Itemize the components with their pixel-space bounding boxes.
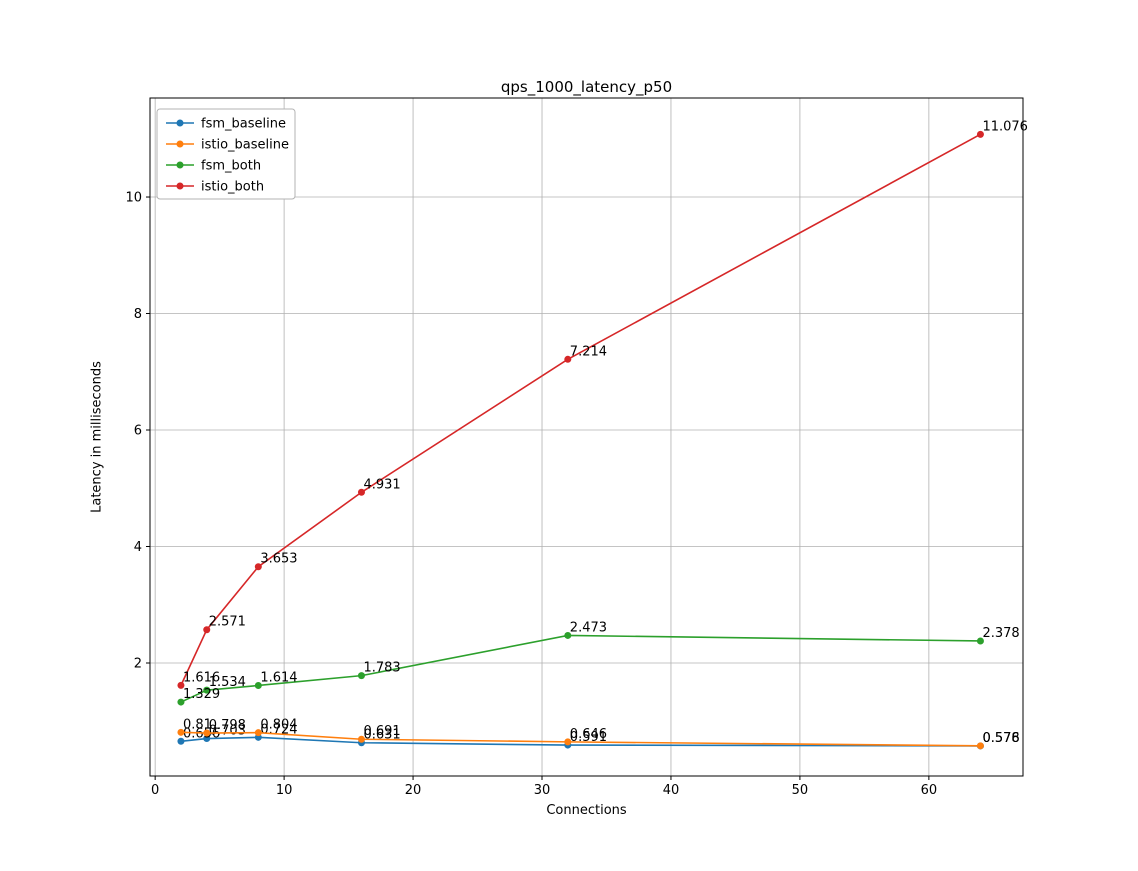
data-point-istio_baseline <box>976 742 984 750</box>
data-label-istio_both: 7.214 <box>570 344 607 359</box>
data-point-istio_both <box>177 681 185 689</box>
data-label-fsm_both: 2.473 <box>570 620 607 635</box>
data-label-istio_baseline: 0.691 <box>363 724 400 739</box>
series-line-fsm_both <box>180 634 981 703</box>
legend-marker-istio_baseline <box>176 140 184 148</box>
x-axis-label: Connections <box>546 803 627 818</box>
data-point-istio_both <box>357 488 365 496</box>
data-point-fsm_both <box>254 681 262 689</box>
data-point-fsm_both <box>564 631 572 639</box>
legend: fsm_baseline istio_baseline fsm_both istio_… <box>156 108 296 200</box>
plot-border <box>149 97 1024 777</box>
data-label-istio_baseline: 0.81 <box>183 717 212 732</box>
data-label-istio_both: 1.616 <box>183 670 220 685</box>
y-tick-label: 6 <box>134 424 142 439</box>
x-tick-label: 20 <box>405 783 422 798</box>
data-label-fsm_baseline: 0.656 <box>183 726 220 741</box>
y-tick-label: 4 <box>134 540 142 555</box>
data-point-fsm_both <box>177 698 185 706</box>
x-tick-label: 60 <box>921 783 938 798</box>
data-point-istio_both <box>203 626 211 634</box>
data-point-istio_baseline <box>254 729 262 737</box>
series-line-istio_both <box>180 133 981 686</box>
y-tick-label: 8 <box>134 307 142 322</box>
data-point-istio_both <box>976 130 984 138</box>
x-tick-label: 30 <box>534 783 551 798</box>
legend-label-istio_baseline: istio_baseline <box>201 138 289 153</box>
data-label-fsm_both: 2.378 <box>982 626 1019 641</box>
chart-title: qps_1000_latency_p50 <box>500 78 673 96</box>
data-point-fsm_both <box>357 672 365 680</box>
data-label-istio_both: 11.076 <box>982 119 1027 134</box>
legend-label-istio_both: istio_both <box>201 180 264 195</box>
legend-label-fsm_baseline: fsm_baseline <box>201 117 286 132</box>
data-label-fsm_both: 1.534 <box>209 675 246 690</box>
legend-marker-istio_both <box>176 182 184 190</box>
data-point-fsm_both <box>203 686 211 694</box>
series-line-istio_baseline <box>180 731 981 747</box>
data-label-fsm_both: 1.329 <box>183 687 220 702</box>
data-point-fsm_baseline <box>177 737 185 745</box>
data-point-istio_both <box>254 563 262 571</box>
data-point-istio_baseline <box>177 728 185 736</box>
legend-marker-fsm_baseline <box>176 119 184 127</box>
x-tick-label: 10 <box>276 783 293 798</box>
x-tick-label: 50 <box>792 783 809 798</box>
data-label-fsm_both: 1.614 <box>260 670 297 685</box>
data-label-istio_baseline: 0.646 <box>570 727 607 742</box>
series-line-fsm_baseline <box>180 736 981 747</box>
data-point-istio_both <box>564 355 572 363</box>
y-tick-label: 2 <box>134 657 142 672</box>
data-label-fsm_baseline: 0.703 <box>209 724 246 739</box>
data-point-fsm_baseline <box>203 735 211 743</box>
data-label-istio_baseline: 0.578 <box>982 731 1019 746</box>
y-tick-label: 10 <box>125 191 142 206</box>
data-point-fsm_both <box>976 637 984 645</box>
legend-label-fsm_both: fsm_both <box>201 159 261 174</box>
data-label-istio_baseline: 0.804 <box>260 718 297 733</box>
data-label-istio_both: 4.931 <box>363 477 400 492</box>
legend-box <box>156 108 296 200</box>
data-point-istio_baseline <box>357 735 365 743</box>
data-label-fsm_both: 1.783 <box>363 661 400 676</box>
x-tick-label: 0 <box>151 783 159 798</box>
data-label-istio_baseline: 0.798 <box>209 718 246 733</box>
y-axis-label: Latency in milliseconds <box>89 361 105 513</box>
data-point-istio_baseline <box>564 738 572 746</box>
data-label-istio_both: 3.653 <box>260 552 297 567</box>
data-label-fsm_baseline: 0.576 <box>982 731 1019 746</box>
data-label-istio_both: 2.571 <box>209 615 246 630</box>
x-tick-label: 40 <box>663 783 680 798</box>
legend-marker-fsm_both <box>176 161 184 169</box>
data-point-istio_baseline <box>203 729 211 737</box>
